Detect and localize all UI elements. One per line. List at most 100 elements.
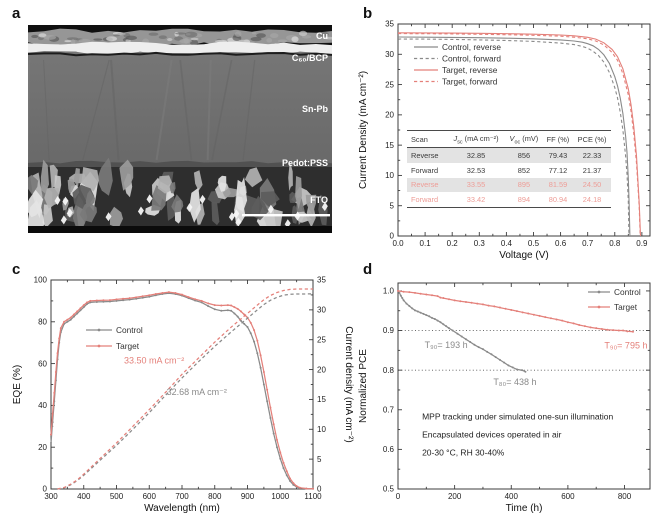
plot-frame [50, 279, 314, 490]
svg-text:0.8: 0.8 [383, 366, 395, 375]
panel-label-a: a [12, 5, 21, 22]
table-cell: Forward [411, 195, 439, 205]
svg-text:20: 20 [38, 443, 47, 452]
svg-text:0.7: 0.7 [582, 239, 594, 248]
svg-text:600: 600 [143, 492, 157, 501]
annotation: T₉₀= 795 h [604, 340, 647, 350]
scale-bar [242, 214, 330, 217]
svg-text:30: 30 [317, 306, 326, 315]
svg-text:800: 800 [618, 492, 632, 501]
legend-item: Control [614, 287, 641, 297]
annotation: 32.68 mA cm⁻² [167, 387, 227, 397]
sem-layer-label: FTO [310, 195, 328, 205]
notes: MPP tracking under simulated one-sun ill… [422, 411, 613, 457]
sem-image: Cu C₆₀/BCP Sn-Pb Pedot:PSS FTO [28, 25, 332, 233]
series-target-reverse [397, 32, 642, 237]
svg-text:0.9: 0.9 [383, 326, 395, 335]
table-cell: 33.55 [466, 180, 486, 190]
panel-label-d: d [363, 261, 373, 278]
table-cell: 79.43 [548, 151, 568, 161]
series-control-reverse [397, 36, 631, 237]
svg-text:1100: 1100 [304, 492, 322, 501]
y-axis-label: EQE (%) [12, 365, 23, 404]
svg-text:900: 900 [241, 492, 255, 501]
plot-frame [397, 282, 651, 490]
svg-text:5: 5 [390, 201, 395, 210]
svg-text:0.5: 0.5 [528, 239, 540, 248]
svg-text:5: 5 [317, 455, 322, 464]
chart-panel-c: 300 400 500 600 700 800 900 1000 110002040608010… [12, 276, 354, 514]
y-axis-label: Current Density (mA cm⁻²) [358, 71, 369, 189]
legend-item: Target [116, 341, 140, 351]
svg-text:0.6: 0.6 [555, 239, 567, 248]
sem-layer-label: Cu [316, 31, 328, 41]
sem-layer-label: Sn-Pb [302, 104, 329, 114]
svg-text:0.0: 0.0 [392, 239, 404, 248]
x-axis-label: Voltage (V) [499, 250, 548, 261]
x-axis-label: Wavelength (nm) [144, 503, 220, 514]
svg-text:10: 10 [317, 425, 326, 434]
svg-text:600: 600 [561, 492, 575, 501]
svg-text:0.1: 0.1 [420, 239, 432, 248]
table-header: PCE (%) [573, 130, 611, 149]
legend: Control, reverse Control, forward Target, … [414, 42, 501, 87]
svg-text:MPP tracking under simulated o: MPP tracking under simulated one-sun ill… [422, 411, 613, 421]
legend-item: Target, forward [442, 77, 498, 87]
chart-panel-b: 0.0 0.1 0.2 0.3 0.4 0.5 0.6 0.7 0.8 0.9 0 5 10 15 20 25… [358, 20, 651, 261]
tick-labels: 300 400 500 600 700 800 900 1000 110002040608010… [34, 276, 327, 501]
jv-performance-table: Scan Jsc (mA cm⁻²) Voc (mV) FF (%) PCE (%) Re… [407, 130, 611, 208]
svg-text:0.4: 0.4 [501, 239, 513, 248]
legend-item: Control, reverse [442, 42, 501, 52]
svg-text:20: 20 [317, 365, 326, 374]
axis-ticks [50, 279, 314, 490]
svg-text:15: 15 [385, 141, 394, 150]
panel-label-b: b [363, 5, 373, 22]
legend-item: Control, forward [442, 54, 501, 64]
tick-labels: 0.0 0.1 0.2 0.3 0.4 0.5 0.6 0.7 0.8 0.9 0 5 10 15 20 25… [385, 20, 648, 248]
table-cell: 81.59 [548, 180, 568, 190]
svg-text:0.5: 0.5 [383, 485, 395, 494]
table-cell: 32.53 [466, 165, 486, 175]
axis-ticks [397, 23, 650, 237]
table-header: FF (%) [542, 130, 574, 149]
svg-text:0: 0 [43, 485, 48, 494]
table-cell: 856 [517, 151, 531, 161]
table-row: Forward 32.53 852 77.12 21.37 [407, 163, 611, 178]
sem-layer-labels: Cu C₆₀/BCP Sn-Pb Pedot:PSS FTO [282, 31, 329, 205]
jv-table-grid: Scan Jsc (mA cm⁻²) Voc (mV) FF (%) PCE (%) Re… [407, 130, 611, 208]
svg-text:400: 400 [505, 492, 519, 501]
svg-text:700: 700 [175, 492, 189, 501]
legend: Control Target [86, 325, 143, 351]
series-control-integrated-j [57, 293, 314, 490]
table-cell: 22.33 [582, 151, 602, 161]
svg-text:35: 35 [385, 20, 394, 29]
table-row: Forward 33.42 894 80.94 24.18 [407, 192, 611, 207]
table-row: Reverse 32.85 856 79.43 22.33 [407, 147, 611, 164]
svg-text:0.6: 0.6 [383, 445, 395, 454]
svg-text:20: 20 [385, 111, 394, 120]
svg-text:40: 40 [38, 401, 47, 410]
svg-text:0.9: 0.9 [636, 239, 648, 248]
svg-text:0.7: 0.7 [383, 405, 395, 414]
svg-text:30: 30 [385, 50, 394, 59]
table-row: Reverse 33.55 895 81.59 24.50 [407, 177, 611, 193]
table-cell: 33.42 [466, 195, 486, 205]
series-control-forward [397, 38, 630, 237]
table-cell: 895 [517, 180, 531, 190]
table-cell: 852 [517, 165, 531, 175]
svg-text:0: 0 [317, 485, 322, 494]
svg-text:10: 10 [385, 171, 394, 180]
series-target [397, 289, 635, 333]
svg-text:25: 25 [385, 80, 394, 89]
svg-text:400: 400 [77, 492, 91, 501]
table-cell: Forward [411, 165, 439, 175]
table-cell: 24.50 [582, 180, 602, 190]
y-axis-label-right: Current density (mA cm⁻²) [343, 326, 354, 442]
svg-text:20-30 °C, RH 30-40%: 20-30 °C, RH 30-40% [422, 447, 505, 457]
svg-text:60: 60 [38, 359, 47, 368]
svg-text:35: 35 [317, 276, 326, 285]
chart-panel-d: 0 200 400 600 800 0.5 0.6 0.7 0.8 0.9 1.0 Time (h) N… [358, 282, 651, 514]
series-target-integrated-j [57, 288, 313, 490]
